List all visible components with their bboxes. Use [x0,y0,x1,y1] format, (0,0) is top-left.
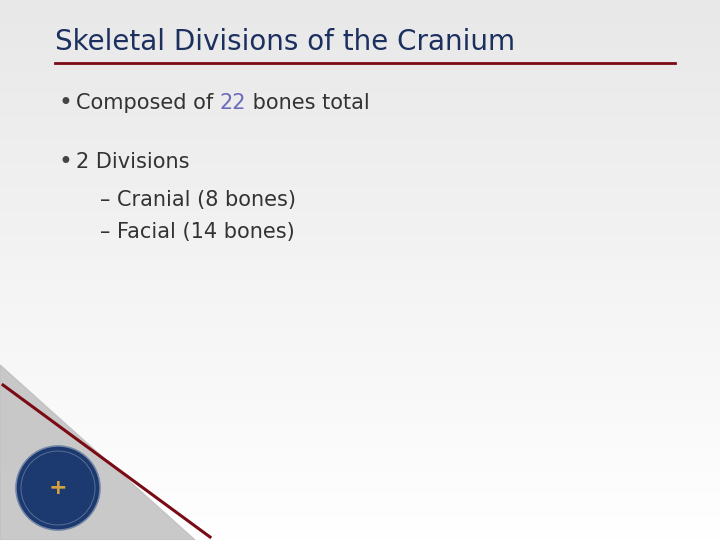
Circle shape [16,446,100,530]
Polygon shape [0,365,195,540]
Text: 22: 22 [220,93,246,113]
Text: bones total: bones total [246,93,370,113]
Text: Composed of: Composed of [76,93,220,113]
Text: +: + [49,478,67,498]
Text: •: • [58,91,72,115]
Text: 2 Divisions: 2 Divisions [76,152,189,172]
Text: – Facial (14 bones): – Facial (14 bones) [100,222,294,242]
Text: •: • [58,150,72,174]
Text: – Cranial (8 bones): – Cranial (8 bones) [100,190,296,210]
Text: Skeletal Divisions of the Cranium: Skeletal Divisions of the Cranium [55,28,515,56]
